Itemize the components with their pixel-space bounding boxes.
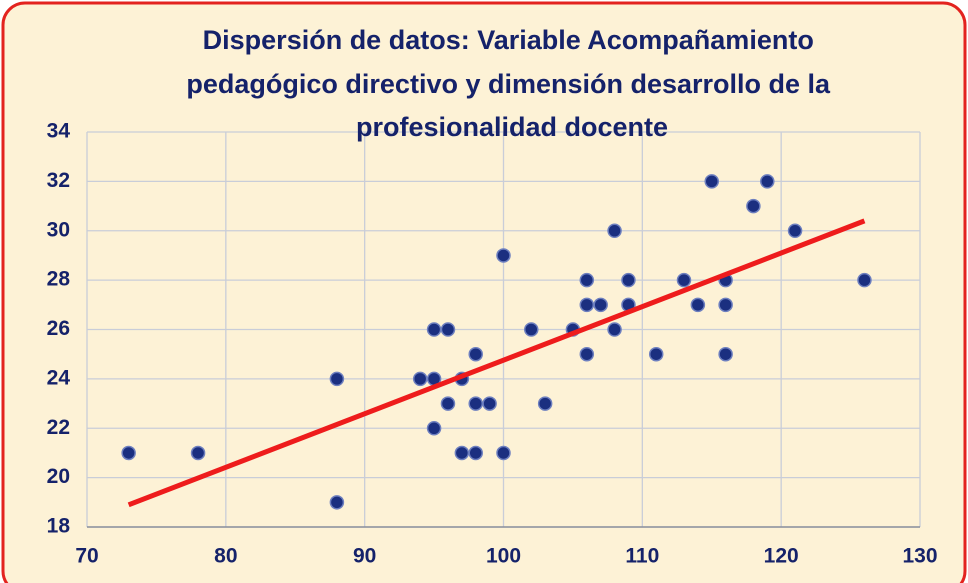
point xyxy=(496,248,511,263)
y-tick-label: 18 xyxy=(47,515,71,538)
point xyxy=(329,495,345,510)
point xyxy=(468,346,483,362)
y-tick-label: 20 xyxy=(47,465,70,488)
point xyxy=(482,396,497,411)
y-tick-label: 32 xyxy=(47,169,70,192)
x-tick-label: 100 xyxy=(486,545,521,568)
point xyxy=(690,297,706,313)
point xyxy=(607,223,622,238)
point xyxy=(760,174,775,189)
y-tick-label: 34 xyxy=(47,120,71,143)
point xyxy=(537,396,553,411)
x-tick-label: 120 xyxy=(764,545,799,568)
point xyxy=(496,445,511,461)
x-tick-label: 80 xyxy=(214,545,237,568)
point xyxy=(607,322,622,337)
point xyxy=(412,371,428,387)
point xyxy=(579,272,595,288)
title-line: pedagógico directivo y dimensión desarro… xyxy=(186,69,831,99)
point xyxy=(426,421,442,436)
point xyxy=(718,346,733,362)
point xyxy=(648,346,664,362)
point xyxy=(329,371,345,387)
x-tick-label: 90 xyxy=(353,545,376,568)
chart-title: Dispersión de datos: Variable Acompañami… xyxy=(186,25,837,142)
marks xyxy=(121,174,872,510)
y-tick-label: 30 xyxy=(47,218,70,241)
title-line: profesionalidad docente xyxy=(356,112,668,142)
point xyxy=(676,272,692,288)
title-line: Dispersión de datos: Variable Acompañami… xyxy=(203,25,814,55)
point xyxy=(579,297,595,313)
y-tick-label: 26 xyxy=(47,317,70,340)
trend-line xyxy=(127,218,866,508)
point xyxy=(440,396,456,411)
point xyxy=(121,445,136,461)
x-tick-label: 130 xyxy=(902,545,937,568)
point xyxy=(579,346,595,362)
y-tick-label: 24 xyxy=(47,366,71,389)
point xyxy=(454,445,470,461)
point xyxy=(621,272,636,288)
point xyxy=(857,272,872,288)
point xyxy=(718,297,733,313)
x-tick-label: 70 xyxy=(75,545,98,568)
point xyxy=(190,445,206,461)
point xyxy=(746,198,761,214)
point xyxy=(440,322,456,337)
y-tick-label: 28 xyxy=(47,268,71,291)
point xyxy=(704,174,719,189)
x-tick-label: 110 xyxy=(625,545,659,568)
y-tick-label: 22 xyxy=(47,416,70,439)
point xyxy=(468,396,483,411)
grid xyxy=(86,131,921,528)
point xyxy=(468,445,483,461)
point xyxy=(524,322,539,337)
point xyxy=(426,322,442,337)
point xyxy=(593,297,608,313)
point xyxy=(787,223,803,238)
